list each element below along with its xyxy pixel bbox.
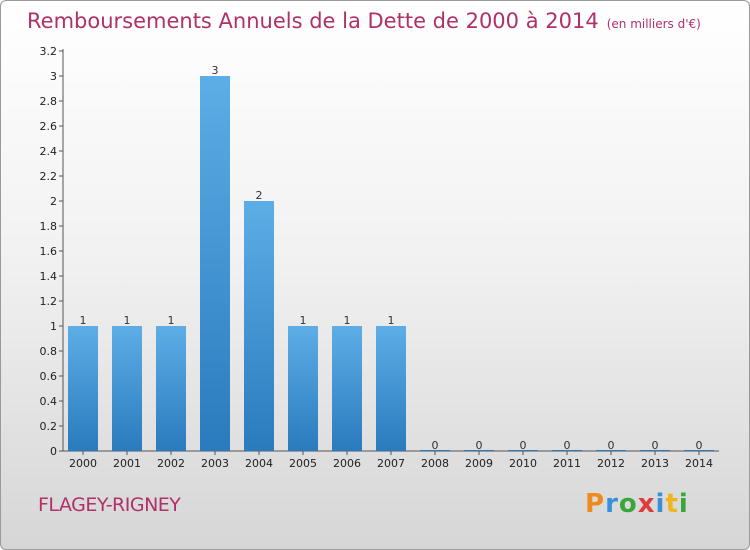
data-label: 1 (300, 314, 307, 327)
y-tick-label: 3 (50, 70, 57, 83)
y-tick-label: 0.2 (40, 420, 58, 433)
y-tick-label: 2 (50, 195, 57, 208)
x-tick-label: 2008 (421, 457, 449, 470)
y-tick-label: 1.6 (40, 245, 58, 258)
chart-unit: (en milliers d'€) (606, 17, 701, 31)
logo-letter: i (655, 489, 666, 519)
bar (156, 326, 186, 451)
data-label: 1 (344, 314, 351, 327)
x-tick-label: 2013 (641, 457, 669, 470)
logo-letter: t (665, 489, 679, 519)
data-label: 0 (608, 439, 615, 452)
chart-bars (68, 76, 714, 451)
bar (332, 326, 362, 451)
x-tick-label: 2006 (333, 457, 361, 470)
logo-letter: r (605, 489, 619, 519)
chart-labels: 2000 1 2001 1 2002 1 2003 3 2004 2 2005 1 2006 1 2007 1… (69, 64, 713, 470)
data-label: 1 (80, 314, 87, 327)
data-label: 1 (124, 314, 131, 327)
x-tick-label: 2002 (157, 457, 185, 470)
x-tick-label: 2005 (289, 457, 317, 470)
x-tick-label: 2001 (113, 457, 141, 470)
data-label: 0 (476, 439, 483, 452)
bar (244, 201, 274, 451)
y-tick-label: 2.8 (40, 95, 58, 108)
logo-letter: P (585, 489, 606, 519)
data-label: 0 (520, 439, 527, 452)
chart-title-main: Remboursements Annuels de la Dette de 20… (27, 9, 599, 33)
logo-letter: o (618, 489, 638, 519)
x-tick-label: 2009 (465, 457, 493, 470)
proxiti-logo: Proxiti (585, 489, 689, 519)
logo-letter: x (637, 489, 656, 519)
x-tick-label: 2012 (597, 457, 625, 470)
y-tick-label: 1.2 (40, 295, 58, 308)
y-tick-label: 3.2 (40, 45, 58, 58)
y-tick-label: 0 (50, 445, 57, 458)
y-tick-label: 0.6 (40, 370, 58, 383)
data-label: 0 (652, 439, 659, 452)
y-tick-label: 0.8 (40, 345, 58, 358)
x-tick-label: 2014 (685, 457, 713, 470)
y-tick-label: 1 (50, 320, 57, 333)
data-label: 0 (564, 439, 571, 452)
y-tick-label: 1.8 (40, 220, 58, 233)
x-tick-label: 2011 (553, 457, 581, 470)
data-label: 3 (212, 64, 219, 77)
x-tick-label: 2003 (201, 457, 229, 470)
data-label: 0 (432, 439, 439, 452)
bar (112, 326, 142, 451)
x-tick-label: 2010 (509, 457, 537, 470)
bar (200, 76, 230, 451)
y-tick-label: 1.4 (40, 270, 58, 283)
data-label: 0 (696, 439, 703, 452)
x-tick-label: 2000 (69, 457, 97, 470)
x-tick-label: 2007 (377, 457, 405, 470)
y-tick-label: 2.2 (40, 170, 58, 183)
data-label: 1 (168, 314, 175, 327)
chart-axes: 0 0.2 0.4 0.6 0.8 1 1.2 1.4 1.6 1.8 2 2.2 2.4 2.6 2.8 3… (40, 45, 719, 458)
y-tick-label: 2.6 (40, 120, 58, 133)
bar (68, 326, 98, 451)
bar (376, 326, 406, 451)
y-tick-label: 2.4 (40, 145, 58, 158)
logo-letter: i (678, 489, 689, 519)
x-tick-label: 2004 (245, 457, 273, 470)
chart-title: Remboursements Annuels de la Dette de 20… (27, 9, 701, 33)
data-label: 1 (388, 314, 395, 327)
y-tick-label: 0.4 (40, 395, 58, 408)
data-label: 2 (256, 189, 263, 202)
commune-name: FLAGEY-RIGNEY (38, 494, 181, 516)
bar (288, 326, 318, 451)
